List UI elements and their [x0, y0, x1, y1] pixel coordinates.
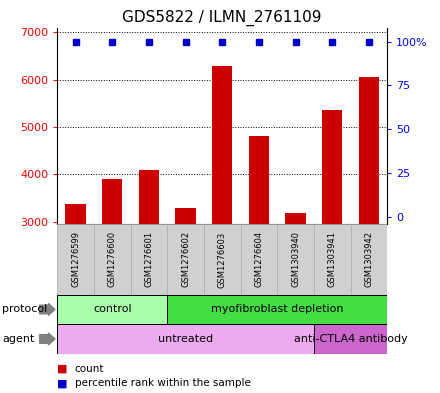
Text: untreated: untreated — [158, 334, 213, 344]
Bar — [314, 224, 351, 295]
Bar — [94, 224, 131, 295]
Bar — [204, 224, 241, 295]
Text: GSM1276604: GSM1276604 — [254, 231, 264, 287]
Bar — [102, 179, 122, 224]
Bar — [176, 208, 196, 224]
Bar — [212, 66, 232, 224]
Text: GSM1276600: GSM1276600 — [108, 231, 117, 287]
Bar — [167, 224, 204, 295]
Bar — [167, 295, 387, 324]
Bar — [139, 169, 159, 224]
Bar — [249, 136, 269, 224]
Text: GSM1303942: GSM1303942 — [364, 231, 374, 287]
Bar — [241, 224, 277, 295]
Bar — [286, 213, 306, 224]
Text: ■: ■ — [57, 364, 68, 374]
Text: control: control — [93, 305, 132, 314]
Text: myofibroblast depletion: myofibroblast depletion — [211, 305, 344, 314]
Bar — [351, 224, 387, 295]
Bar — [66, 204, 86, 224]
Bar — [57, 295, 167, 324]
Text: anti-CTLA4 antibody: anti-CTLA4 antibody — [293, 334, 407, 344]
Bar — [277, 224, 314, 295]
Text: GSM1276602: GSM1276602 — [181, 231, 190, 287]
Text: count: count — [75, 364, 104, 374]
Bar — [322, 110, 342, 224]
Bar — [131, 224, 167, 295]
Text: GSM1303940: GSM1303940 — [291, 231, 300, 287]
Bar — [359, 77, 379, 224]
Text: percentile rank within the sample: percentile rank within the sample — [75, 378, 251, 388]
Text: GSM1276601: GSM1276601 — [144, 231, 154, 287]
Text: ■: ■ — [57, 378, 68, 388]
Title: GDS5822 / ILMN_2761109: GDS5822 / ILMN_2761109 — [122, 10, 322, 26]
Text: protocol: protocol — [2, 305, 48, 314]
Text: GSM1276603: GSM1276603 — [218, 231, 227, 288]
Text: GSM1303941: GSM1303941 — [328, 231, 337, 287]
Bar — [57, 324, 314, 354]
Bar — [57, 224, 94, 295]
Bar — [314, 324, 387, 354]
Text: GSM1276599: GSM1276599 — [71, 231, 80, 287]
Text: agent: agent — [2, 334, 35, 344]
